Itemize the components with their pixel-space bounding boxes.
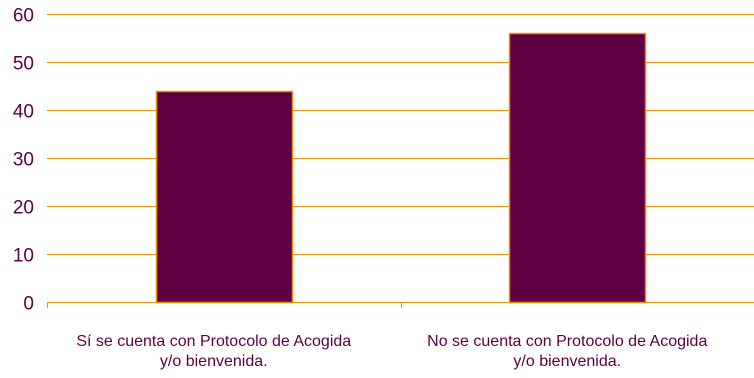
x-category-label: y/o bienvenida. [513, 353, 621, 370]
y-axis-ticks: 0 10 20 30 40 50 60 [13, 6, 34, 315]
bar [508, 32, 647, 304]
y-tick-label: 20 [13, 198, 34, 219]
y-tick-label: 60 [13, 6, 34, 27]
y-tick-label: 40 [13, 102, 34, 123]
bars [155, 32, 647, 304]
y-tick-label: 0 [23, 294, 34, 315]
x-axis-labels: Sí se cuenta con Protocolo de Acogida y/o… [76, 333, 707, 370]
y-tick-label: 50 [13, 54, 34, 75]
y-tick-label: 10 [13, 246, 34, 267]
gridlines [47, 14, 754, 303]
x-category-label: Sí se cuenta con Protocolo de Acogida [76, 333, 351, 350]
bar [155, 90, 294, 304]
x-category-label: No se cuenta con Protocolo de Acogida [427, 333, 707, 350]
x-category-label: y/o bienvenida. [160, 353, 268, 370]
x-axis [47, 302, 402, 308]
y-tick-label: 30 [13, 150, 34, 171]
